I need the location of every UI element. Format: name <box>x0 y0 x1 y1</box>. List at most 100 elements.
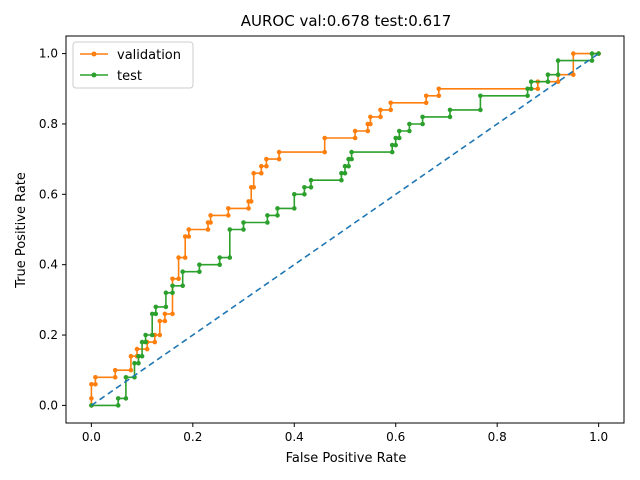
y-tick-label: 0.4 <box>39 258 58 272</box>
test-point <box>349 156 354 162</box>
x-axis-ticks: 0.0 0.2 0.4 0.6 0.8 1.0 <box>82 423 608 444</box>
validation-point <box>423 93 429 99</box>
validation-point <box>226 213 231 218</box>
test-point <box>123 375 129 380</box>
validation-point <box>436 86 442 92</box>
validation-point <box>205 227 211 232</box>
validation-point <box>251 185 256 190</box>
validation-point <box>251 170 256 176</box>
test-point <box>163 304 169 310</box>
x-tick-label: 0.8 <box>488 430 507 444</box>
test-point <box>180 269 185 275</box>
legend: validation test <box>72 41 194 89</box>
test-point <box>143 332 148 338</box>
validation-point <box>93 375 98 380</box>
validation-point <box>352 135 358 141</box>
validation-point <box>246 206 251 211</box>
test-point <box>241 227 246 232</box>
validation-point <box>368 121 373 127</box>
validation-point <box>170 311 175 317</box>
test-point <box>149 311 155 317</box>
x-tick-label: 0.2 <box>183 430 202 444</box>
validation-point <box>157 318 163 324</box>
validation-point <box>112 375 118 380</box>
test-point <box>393 142 399 148</box>
validation-point <box>162 311 168 317</box>
validation-point <box>535 86 541 92</box>
y-axis-label: True Positive Rate <box>14 172 29 289</box>
legend-test-marker <box>91 72 97 78</box>
validation-point <box>276 149 282 155</box>
test-point <box>447 114 453 120</box>
test-point <box>478 93 483 99</box>
test-point <box>478 107 483 113</box>
test-point <box>115 396 121 401</box>
test-point <box>339 177 344 183</box>
test-point <box>170 283 175 289</box>
test-point <box>589 51 595 56</box>
validation-point <box>128 367 134 373</box>
validation-point <box>208 213 213 218</box>
test-point <box>180 283 185 289</box>
test-point <box>217 262 222 268</box>
validation-point <box>365 128 371 134</box>
test-point <box>170 290 175 296</box>
validation-point <box>157 332 163 338</box>
test-point <box>420 114 425 120</box>
validation-point <box>436 93 442 99</box>
test-point <box>302 192 307 197</box>
test-point <box>389 142 395 148</box>
x-tick-label: 1.0 <box>589 430 608 444</box>
test-point <box>545 79 551 84</box>
test-point <box>555 58 561 63</box>
validation-point <box>89 382 94 387</box>
test-point <box>227 255 233 260</box>
test-point <box>339 170 344 176</box>
validation-point <box>208 220 213 225</box>
validation-point <box>186 227 192 232</box>
test-point <box>342 163 348 169</box>
validation-point <box>134 346 140 352</box>
validation-point <box>112 367 118 373</box>
x-tick-label: 0.0 <box>82 430 101 444</box>
y-axis-ticks: 0.0 0.2 0.4 0.6 0.8 1.0 <box>39 47 66 412</box>
test-point <box>545 72 551 77</box>
test-point <box>139 339 145 345</box>
validation-point <box>176 276 181 282</box>
test-point <box>227 227 233 232</box>
x-tick-label: 0.4 <box>285 430 304 444</box>
test-point <box>525 93 530 99</box>
test-point <box>265 220 270 225</box>
test-point <box>397 128 402 134</box>
y-tick-label: 0.8 <box>39 117 58 131</box>
validation-point <box>248 199 254 204</box>
test-point <box>308 185 314 190</box>
test-point <box>349 149 354 155</box>
test-point <box>407 121 412 127</box>
test-point <box>275 206 280 211</box>
test-point <box>136 353 141 359</box>
test-point <box>346 163 351 169</box>
validation-point <box>176 255 181 260</box>
validation-point <box>388 100 394 106</box>
y-tick-label: 1.0 <box>39 47 58 61</box>
test-point <box>123 396 129 401</box>
test-point <box>136 360 141 366</box>
validation-point <box>186 234 192 239</box>
validation-point <box>378 114 383 120</box>
test-point <box>115 403 121 408</box>
test-point <box>153 304 159 310</box>
validation-point <box>368 114 373 120</box>
validation-point <box>226 206 231 211</box>
validation-point <box>264 163 269 169</box>
test-point <box>153 311 159 317</box>
validation-point <box>182 234 188 239</box>
test-point <box>407 128 412 134</box>
test-point <box>292 192 297 197</box>
validation-point <box>259 163 264 169</box>
validation-point <box>322 149 328 155</box>
y-tick-label: 0.6 <box>39 187 58 201</box>
test-point <box>163 290 169 296</box>
validation-point <box>89 396 94 401</box>
